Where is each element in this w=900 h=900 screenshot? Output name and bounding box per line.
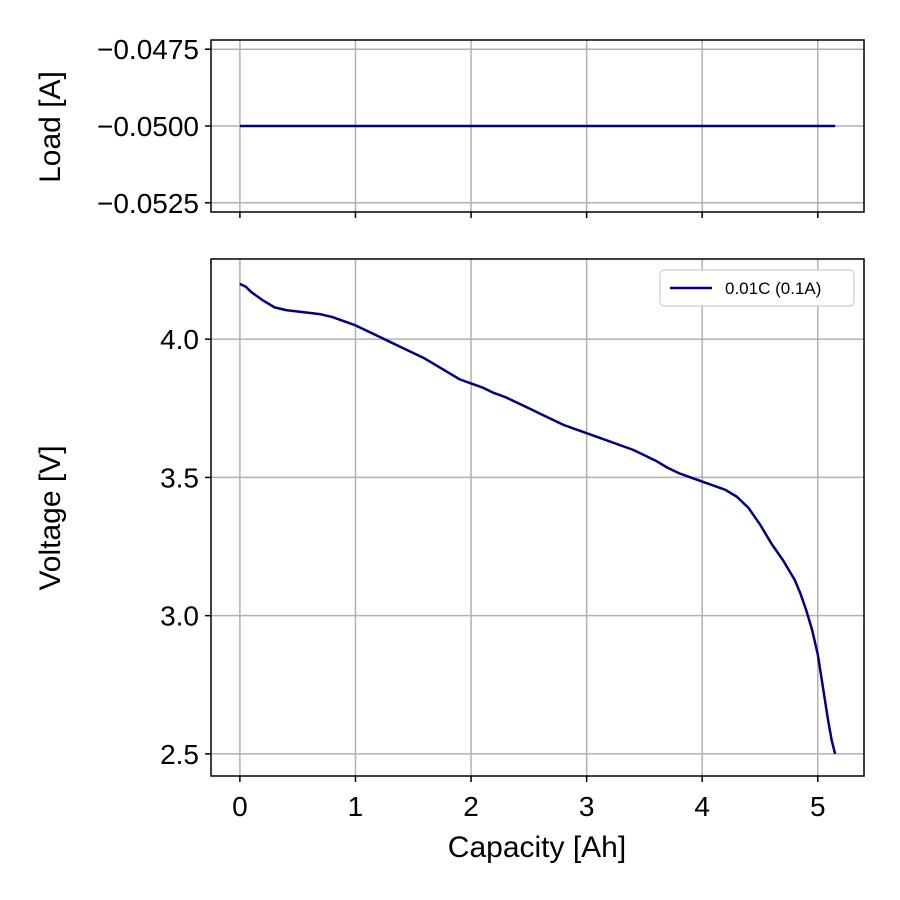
voltage-grid [211, 259, 864, 776]
voltage-y-tick-label: 3.5 [160, 462, 199, 493]
voltage-y-tick-label: 2.5 [160, 739, 199, 770]
legend-entry-label: 0.01C (0.1A) [725, 279, 821, 298]
voltage-x-tick-label: 0 [232, 791, 248, 822]
load-y-axis-label: Load [A] [34, 71, 67, 183]
voltage-y-tick-label: 4.0 [160, 324, 199, 355]
voltage-plot: 0 1 2 3 4 5 2.5 3.0 3.5 4.0 Voltage [V] Capacity … [34, 258, 865, 864]
x-axis-label: Capacity [Ah] [448, 831, 626, 864]
load-y-tick-label: −0.0475 [97, 34, 199, 65]
voltage-series [239, 282, 837, 755]
voltage-x-tick-label: 2 [463, 791, 479, 822]
voltage-y-axis-label: Voltage [V] [34, 445, 67, 590]
load-y-tick-label: −0.0500 [97, 111, 199, 142]
voltage-x-tick-label: 4 [694, 791, 710, 822]
load-plot: −0.0475 −0.0500 −0.0525 Load [A] [34, 34, 865, 219]
voltage-series-line [239, 282, 837, 755]
voltage-x-tick-label: 1 [348, 791, 364, 822]
voltage-ticks: 0 1 2 3 4 5 2.5 3.0 3.5 4.0 [160, 324, 825, 822]
legend-box [659, 269, 855, 307]
voltage-x-tick-label: 3 [579, 791, 595, 822]
voltage-y-tick-label: 3.0 [160, 601, 199, 632]
load-ticks: −0.0475 −0.0500 −0.0525 [97, 34, 819, 219]
voltage-x-tick-label: 5 [810, 791, 826, 822]
voltage-plot-frame [210, 258, 865, 777]
load-y-tick-label: −0.0525 [97, 188, 199, 219]
legend: 0.01C (0.1A) [659, 269, 855, 307]
